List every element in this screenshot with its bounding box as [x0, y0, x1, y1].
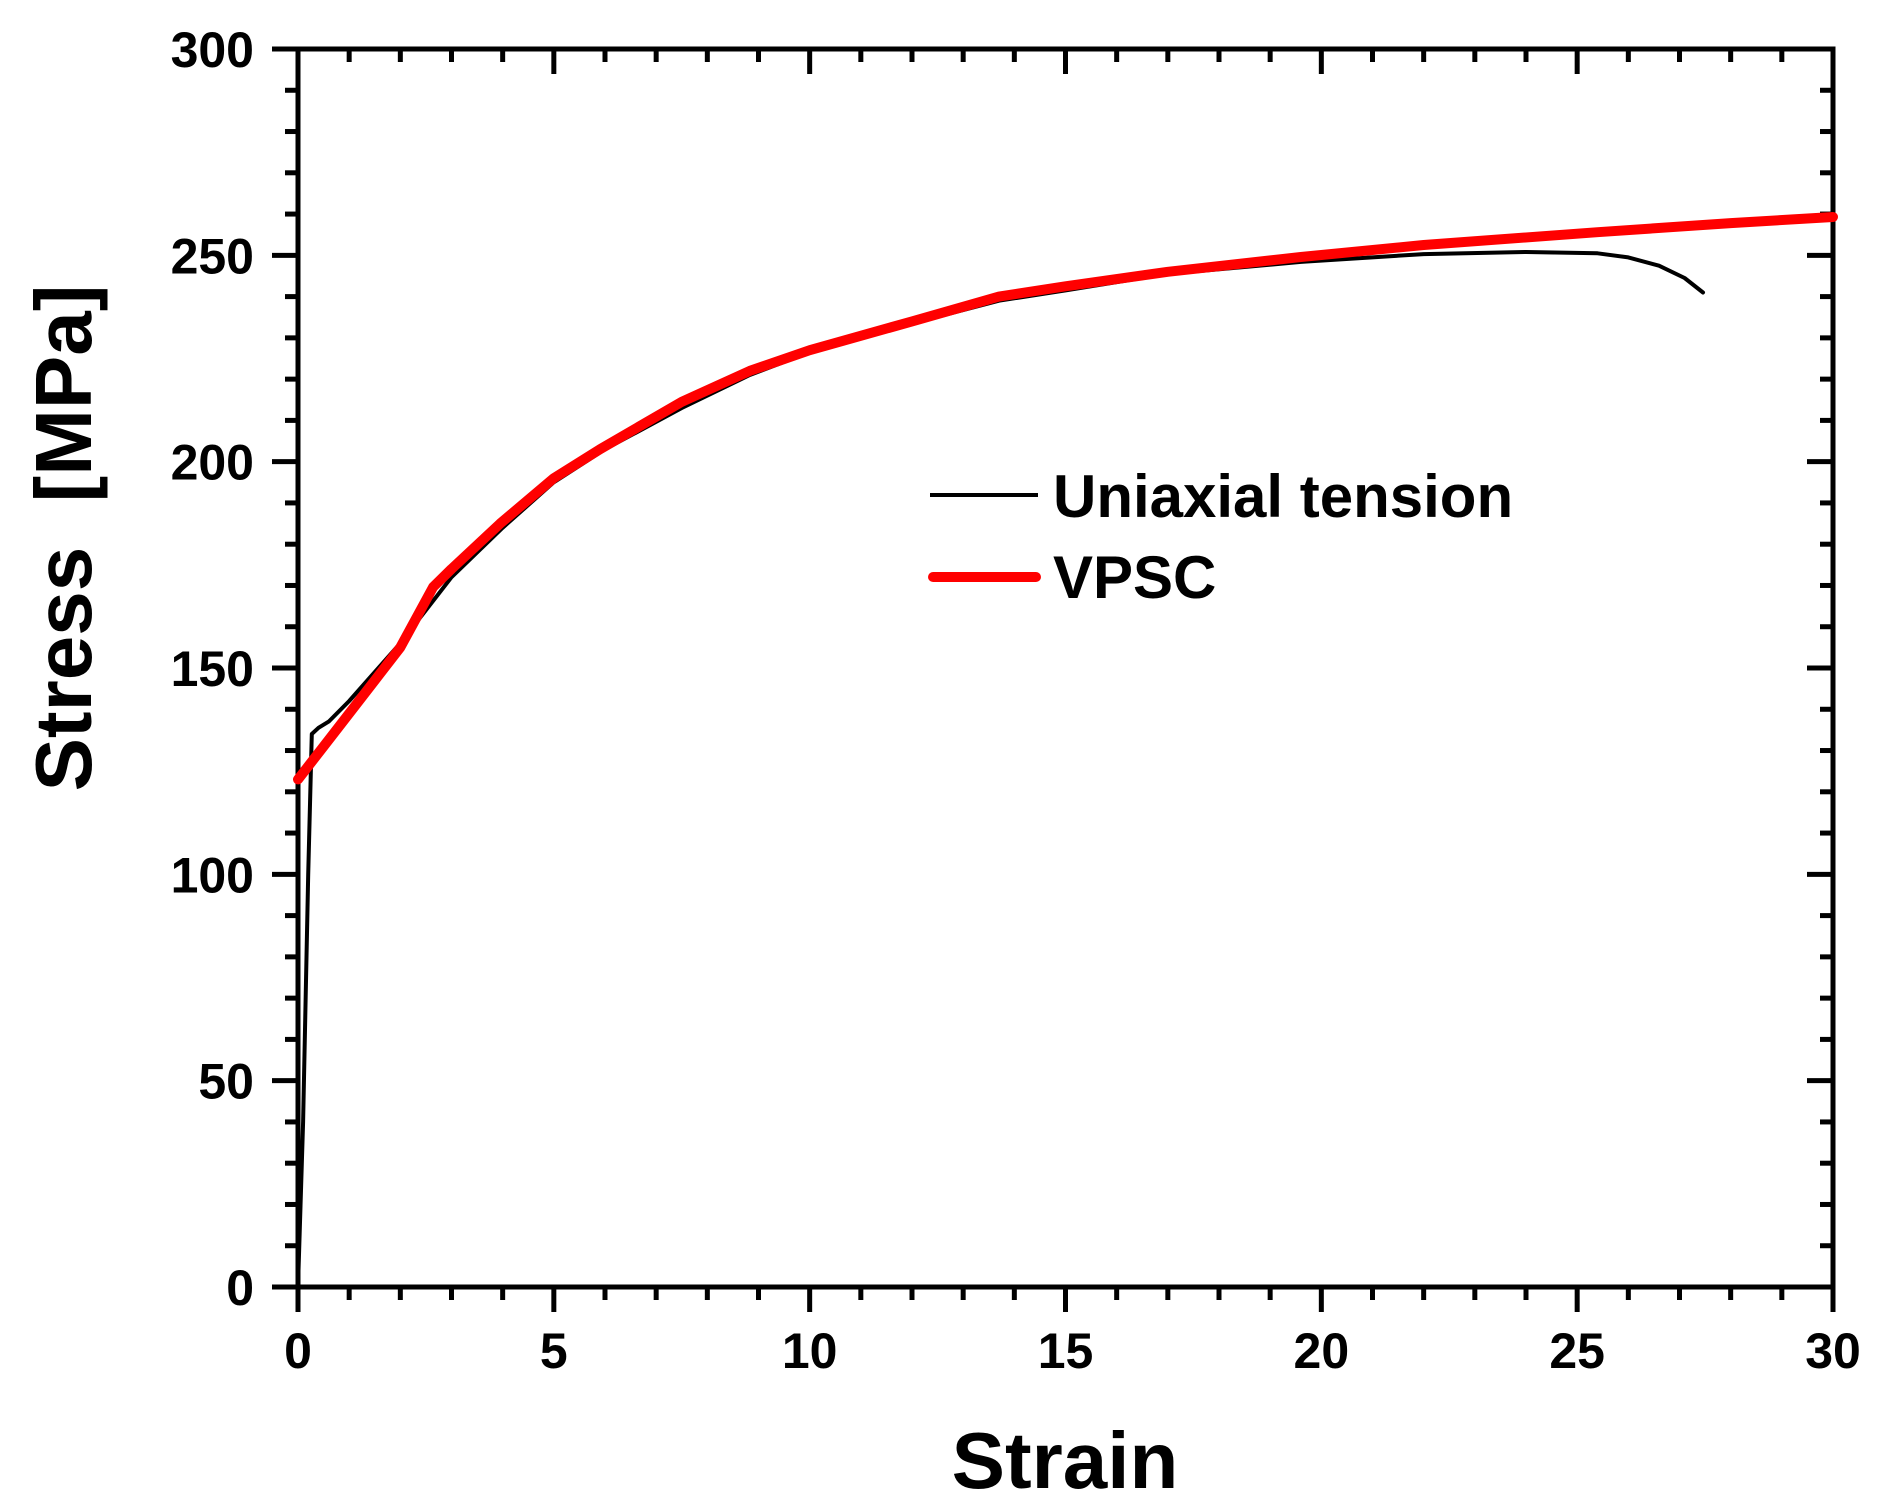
x-tick-label: 30	[1805, 1323, 1861, 1379]
x-tick-label: 10	[782, 1323, 838, 1379]
y-axis-title: Stress [MPa]	[19, 285, 108, 792]
y-tick-label: 200	[171, 435, 254, 491]
y-tick-label: 300	[171, 22, 254, 78]
x-tick-label: 15	[1038, 1323, 1094, 1379]
x-tick-label: 25	[1549, 1323, 1605, 1379]
series-vpsc	[293, 212, 1838, 785]
y-tick-label: 50	[198, 1054, 254, 1110]
plot-frame	[295, 46, 1836, 1290]
x-tick-label: 5	[540, 1323, 568, 1379]
y-tick-label: 0	[226, 1260, 254, 1316]
series-uniaxial-tension	[296, 250, 1705, 1289]
x-tick-label: 20	[1294, 1323, 1350, 1379]
legend-label-vpsc: VPSC	[1053, 544, 1216, 611]
y-tick-label: 150	[171, 641, 254, 697]
legend: Uniaxial tension VPSC	[928, 463, 1513, 611]
legend-label-uniaxial-tension: Uniaxial tension	[1053, 463, 1513, 530]
axis-ticks	[272, 46, 1836, 1312]
x-tick-label: 0	[284, 1323, 312, 1379]
data-series	[293, 212, 1838, 1289]
x-axis-title: Strain	[952, 1416, 1179, 1505]
y-tick-label: 100	[171, 847, 254, 903]
y-tick-label: 250	[171, 228, 254, 284]
